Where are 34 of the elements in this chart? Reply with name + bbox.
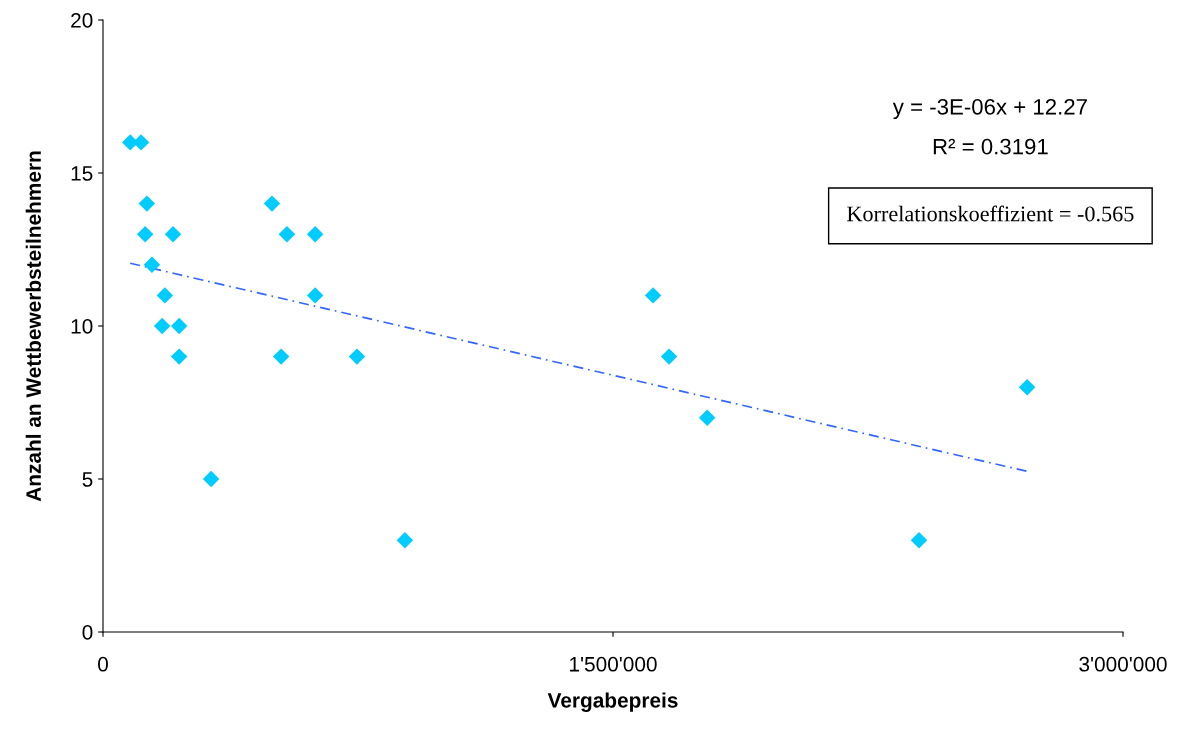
point bbox=[278, 225, 296, 243]
annotation: Korrelationskoeffizient = -0.565 bbox=[847, 205, 1134, 222]
point bbox=[660, 348, 678, 365]
x-tick-label: 3'000'000 bbox=[1079, 656, 1167, 672]
point bbox=[156, 287, 174, 304]
y-tick-label: 5 bbox=[82, 472, 93, 487]
y-tick-label: 0 bbox=[82, 625, 93, 640]
point bbox=[170, 348, 188, 365]
x-axis-title: Vergabepreis bbox=[547, 692, 678, 712]
x-tick-label: 0 bbox=[98, 656, 108, 672]
point bbox=[396, 531, 414, 549]
point bbox=[272, 348, 290, 365]
annotation: y = -3E-06x + 12.27 bbox=[892, 98, 1087, 120]
point bbox=[136, 225, 154, 243]
point bbox=[138, 195, 156, 212]
x-tick-label: 1'500'000 bbox=[570, 656, 657, 672]
y-tick-label: 10 bbox=[71, 319, 93, 334]
point bbox=[698, 409, 716, 427]
point bbox=[348, 348, 366, 365]
y-tick-label: 15 bbox=[71, 166, 93, 181]
point bbox=[306, 287, 324, 304]
point bbox=[202, 470, 220, 488]
point bbox=[644, 287, 662, 304]
point bbox=[153, 317, 171, 335]
point bbox=[1018, 378, 1036, 396]
y-tick-label: 20 bbox=[71, 13, 93, 28]
point bbox=[263, 195, 281, 212]
point bbox=[306, 225, 324, 243]
point bbox=[143, 256, 161, 274]
y-axis-title: Anzahl an Wettbewerbsteilnehmern bbox=[25, 151, 41, 502]
point bbox=[910, 531, 928, 549]
point bbox=[170, 317, 188, 335]
annotation: R² = 0.3191 bbox=[933, 138, 1048, 155]
point bbox=[164, 225, 182, 243]
